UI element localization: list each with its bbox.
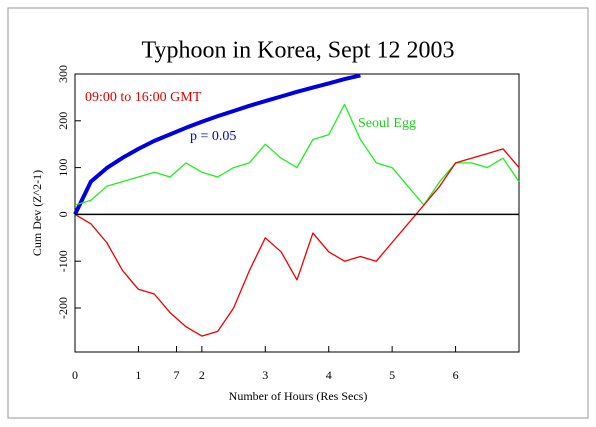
series-line: [73, 73, 361, 216]
series-line: [74, 148, 520, 337]
y-tick-label: -200: [56, 297, 70, 319]
x-tick-label: 4: [326, 368, 332, 382]
y-tick-label: 300: [56, 65, 70, 83]
y-tick-label: 200: [56, 112, 70, 130]
series-line: [74, 103, 520, 206]
x-tick-label: 5: [389, 368, 395, 382]
x-tick-label: 0: [72, 368, 78, 382]
chart-title: Typhoon in Korea, Sept 12 2003: [142, 38, 455, 64]
x-tick-label: 1: [135, 368, 141, 382]
x-axis-label: Number of Hours (Res Secs): [229, 389, 368, 403]
x-tick-label: 3: [262, 368, 268, 382]
frame: [7, 7, 589, 419]
x-tick-label: 6: [453, 368, 459, 382]
x-tick-label: 7: [173, 368, 179, 382]
y-tick-label: -100: [56, 250, 70, 272]
x-tick-label: 2: [199, 368, 205, 382]
y-tick-label: 0: [56, 211, 70, 217]
annotation: Seoul Egg: [358, 116, 416, 131]
annotation: p = 0.05: [190, 129, 236, 144]
y-axis-label: Cum Dev (Z^2-1): [30, 170, 44, 256]
y-tick-label: 100: [56, 159, 70, 177]
annotation: 09:00 to 16:00 GMT: [85, 90, 202, 105]
